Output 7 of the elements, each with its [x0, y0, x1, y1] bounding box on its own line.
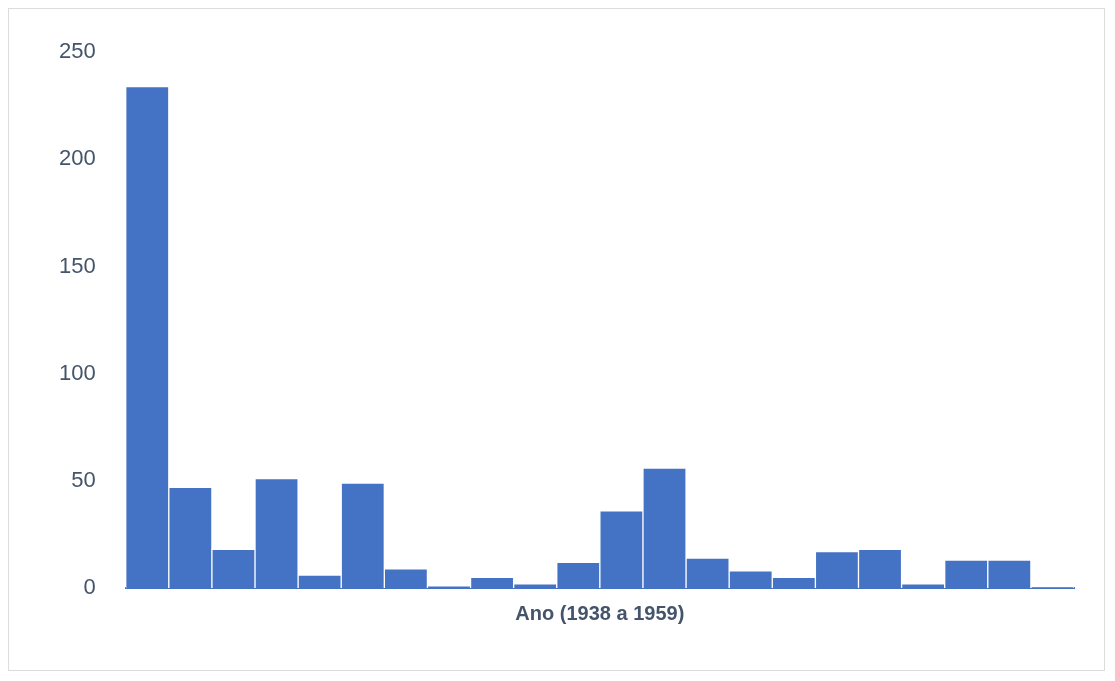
y-tick-label: 250 [58, 38, 96, 64]
y-tick-label: 50 [71, 466, 96, 492]
x-axis-title: Ano (1938 a 1959) [515, 601, 685, 624]
y-tick-label: 200 [58, 145, 96, 171]
y-tick-label: 100 [58, 359, 96, 385]
y-tick-label: 0 [83, 574, 96, 600]
y-tick-label: 150 [58, 252, 96, 278]
